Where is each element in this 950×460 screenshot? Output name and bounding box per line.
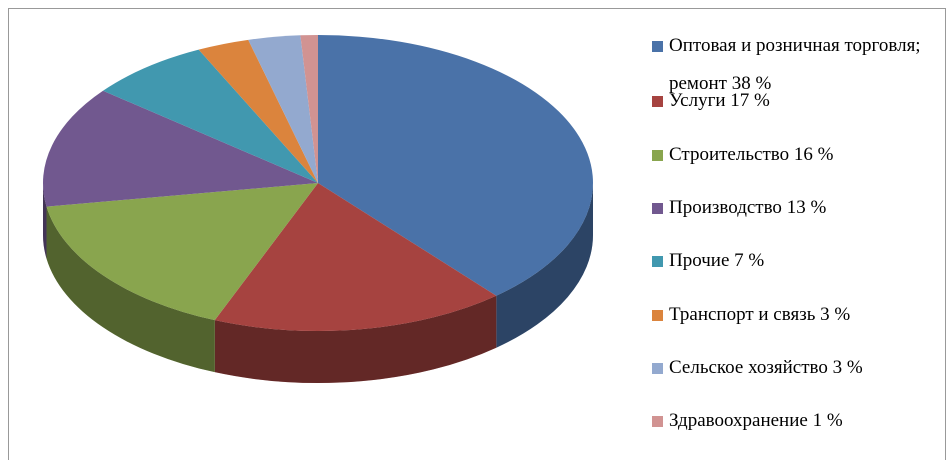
slice [318, 35, 593, 296]
legend-swatch [652, 150, 663, 161]
legend-value: 13 % [786, 197, 827, 218]
legend-label: Прочие 7 % [655, 242, 945, 280]
legend-value: 38 % [731, 73, 772, 94]
legend-label: Услуги 17 % [655, 82, 945, 120]
slice-side-shade [496, 183, 593, 348]
legend-entry: Сельское хозяйство 3 % [652, 349, 945, 387]
legend-swatch [652, 203, 663, 214]
legend-value: 7 % [734, 250, 765, 271]
legend-entry: Оптовая и розничная торговля; ремонт 38 … [652, 27, 945, 103]
legend-value: 17 % [730, 90, 770, 111]
legend-entry: Прочие 7 % [652, 242, 945, 280]
slice [43, 90, 318, 207]
legend-entry: Производство 13 % [652, 189, 945, 227]
slice [248, 35, 318, 184]
legend-category: Услуги [669, 90, 726, 111]
legend-swatch [652, 363, 663, 374]
slice [198, 39, 318, 183]
slice-side [43, 183, 47, 259]
legend-label: Здравоохранение 1 % [655, 402, 945, 440]
legend-label: Производство 13 % [655, 189, 945, 227]
legend-category: Производство [669, 197, 782, 218]
slice [300, 35, 318, 183]
slice-side [214, 295, 497, 383]
legend-entry: Здравоохранение 1 % [652, 402, 945, 440]
legend-category: Оптовая и розничная торговля; ремонт [669, 35, 921, 94]
legend-value: 1 % [812, 410, 843, 431]
legend-label: Транспорт и связь 3 % [655, 296, 945, 334]
legend-label: Сельское хозяйство 3 % [655, 349, 945, 387]
legend-category: Строительство [669, 144, 790, 165]
legend-swatch [652, 416, 663, 427]
legend-value: 16 % [793, 144, 834, 165]
legend-category: Здравоохранение [669, 410, 808, 431]
chart-frame [8, 8, 946, 460]
slice [46, 183, 318, 321]
slice-side-shade [214, 295, 497, 383]
legend-swatch [652, 41, 663, 52]
legend-swatch [652, 256, 663, 267]
slice-side-shade [43, 183, 47, 259]
legend-value: 3 % [832, 357, 863, 378]
legend-swatch [652, 310, 663, 321]
legend-value: 3 % [820, 304, 851, 325]
legend-entry: Транспорт и связь 3 % [652, 296, 945, 334]
legend-swatch [652, 96, 663, 107]
slice-side-shade [46, 206, 215, 373]
legend-category: Транспорт и связь [669, 304, 816, 325]
slice-side [46, 206, 215, 373]
slice-side [496, 183, 593, 348]
legend-category: Прочие [669, 250, 730, 271]
legend-label: Оптовая и розничная торговля; ремонт 38 … [655, 27, 945, 103]
legend-category: Сельское хозяйство [669, 357, 828, 378]
legend-entry: Строительство 16 % [652, 136, 945, 174]
slice [214, 183, 497, 331]
legend-entry: Услуги 17 % [652, 82, 945, 120]
slice [102, 49, 319, 183]
legend-label: Строительство 16 % [655, 136, 945, 174]
